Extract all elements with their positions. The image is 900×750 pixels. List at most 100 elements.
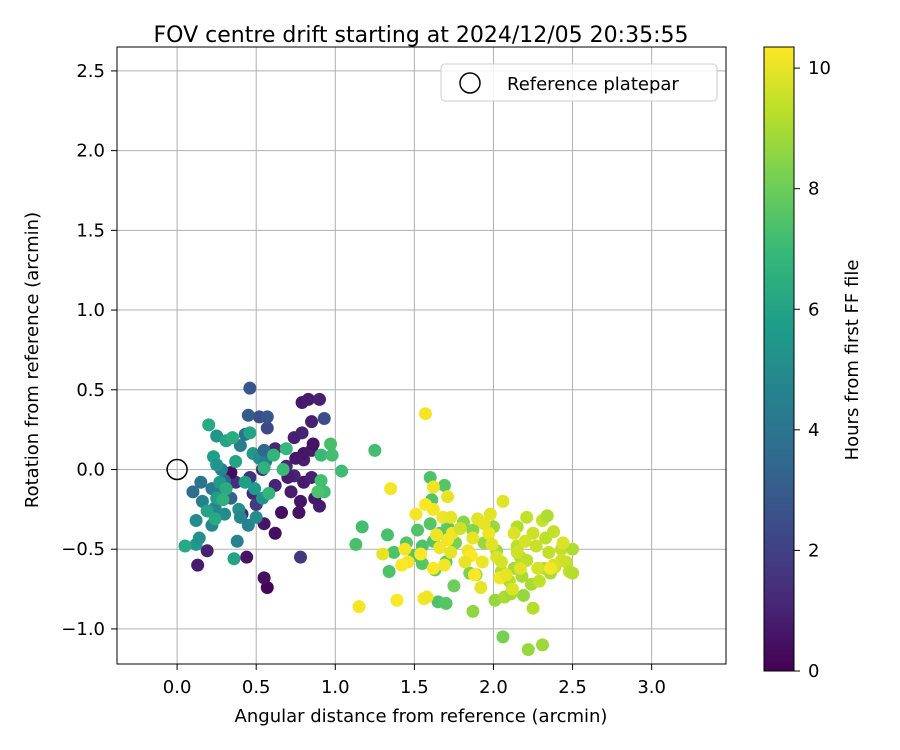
data-point [467,568,481,582]
data-point [531,561,545,575]
data-point [202,418,216,432]
reference-platepar-marker [166,458,188,481]
y-tick-label: 2.5 [76,61,105,82]
data-point [257,461,271,475]
data-point [293,494,307,508]
data-point [485,537,499,551]
data-point [426,561,440,575]
legend-entry-label: Reference platepar [507,74,679,95]
colorbar-tick-label: 4 [808,420,819,441]
data-point [458,555,472,569]
data-point [279,442,293,456]
data-point [225,431,239,445]
data-point [536,638,550,652]
data-point [189,514,203,528]
data-point [566,566,580,580]
data-point [566,542,580,556]
data-point [517,588,531,602]
data-point [368,443,382,457]
data-point [433,541,447,555]
data-point [352,600,366,614]
data-point [241,518,255,532]
y-tick-label: 2.0 [76,141,105,162]
scatter-points [178,381,580,657]
x-tick-label: 2.5 [558,677,587,698]
data-point [238,475,252,489]
data-point [200,544,214,558]
data-point [248,482,262,496]
data-point [521,643,535,657]
data-point [466,604,480,618]
data-point [292,506,306,520]
data-point [267,448,281,462]
data-point [499,568,513,582]
data-point [335,464,349,478]
data-point [178,539,192,553]
colorbar-tick-label: 0 [808,661,819,682]
data-point [526,526,540,540]
data-point [475,555,489,569]
data-point [494,555,508,569]
x-tick-label: 2.0 [479,677,508,698]
data-point [295,426,309,440]
plot-frame [116,46,727,665]
data-point [398,542,412,556]
x-axis-ticks: 0.0 0.5 1.0 1.5 2.0 2.5 3.0 [163,664,666,698]
data-point [311,485,325,499]
y-tick-label: 1.0 [76,300,105,321]
colorbar-tick-label: 8 [808,179,819,200]
data-point [556,536,570,550]
data-point [380,528,394,542]
data-point [249,510,263,524]
data-point [284,485,298,499]
data-point [447,579,461,593]
data-point [227,552,241,566]
data-point [312,392,326,406]
data-point [411,523,425,537]
data-point [423,517,437,531]
data-point [192,531,206,545]
data-point [325,448,339,462]
colorbar-label: Hours from first FF file [842,260,863,461]
data-point [418,407,432,421]
data-point [293,550,307,564]
y-tick-label: −1.0 [61,619,105,640]
data-point [382,565,396,579]
data-point [518,534,532,548]
colorbar: 0 2 4 6 8 10 Hours from first FF file [763,46,863,682]
data-point [243,426,257,440]
data-point [233,510,247,524]
x-tick-label: 0.0 [163,677,192,698]
data-point [437,558,451,572]
data-point [243,381,257,395]
data-point [414,547,428,561]
data-point [276,462,290,476]
data-point [520,510,534,524]
data-point [260,421,274,435]
x-tick-label: 1.0 [321,677,350,698]
data-point [510,545,524,559]
data-point [317,411,331,425]
y-tick-label: 0.5 [76,380,105,401]
data-point [466,531,480,545]
data-point [390,593,404,607]
data-point [219,482,233,496]
data-point [241,408,255,422]
data-point [349,537,363,551]
data-point [384,482,398,496]
data-point [496,494,510,508]
data-point [289,451,303,465]
data-point [496,630,510,644]
colorbar-tick-label: 6 [808,299,819,320]
data-point [482,526,496,540]
legend-box [440,63,718,102]
x-axis-label: Angular distance from reference (arcmin) [235,706,608,727]
data-point [355,520,369,534]
data-point [507,526,521,540]
grid [117,47,726,664]
data-point [513,561,527,575]
data-point [430,528,444,542]
data-point [268,526,282,540]
data-point [275,506,289,520]
colorbar-tick-label: 2 [808,540,819,561]
